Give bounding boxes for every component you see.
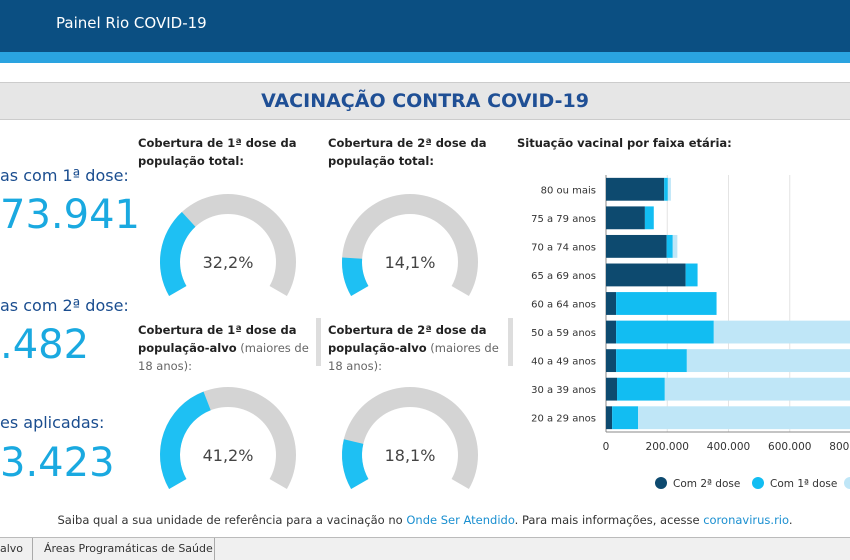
bars	[606, 177, 850, 430]
gauge-track	[341, 193, 478, 296]
header-stripe	[0, 52, 850, 63]
gauge-subtitle: (maiores de 18 anos):	[138, 341, 309, 373]
charts: 32,2% 14,1% 41,2% 18,1% 0 200.000 400.000 600.0…	[160, 175, 850, 490]
tab-divider	[214, 538, 215, 560]
bar-segment	[672, 234, 678, 258]
legend-swatch	[844, 477, 850, 489]
y-tick-label: 30 a 39 anos	[531, 385, 596, 396]
legend-label: Com 2ª dose	[673, 478, 740, 490]
bar-segment	[664, 377, 850, 401]
footer-link[interactable]: coronavirus.rio	[703, 513, 789, 527]
legend-swatch	[752, 477, 764, 489]
bar-segment	[685, 263, 698, 287]
bar-segment	[606, 206, 645, 230]
bar-segment	[606, 349, 617, 373]
bar-segment	[606, 234, 667, 258]
bar-segment	[606, 292, 617, 315]
tab[interactable]: alvo	[0, 542, 24, 555]
kpi-label: es aplicadas:	[0, 413, 105, 432]
bar-segment	[664, 177, 668, 201]
x-tick-label: 0	[603, 441, 610, 453]
bar-segment	[606, 406, 613, 430]
y-tick-label: 80 ou mais	[541, 185, 596, 196]
tab-bar: alvo Áreas Programáticas de Saúde	[0, 537, 850, 560]
gauge-title-text: Cobertura de 2ª dose da população-alvo	[328, 323, 487, 355]
header-title: Painel Rio COVID-19	[56, 14, 207, 32]
gauge-title: Cobertura de 1ª dose da população total:	[138, 134, 313, 170]
bar-segment	[616, 292, 717, 315]
tab-divider	[32, 538, 33, 560]
x-tick-label: 800.000	[829, 441, 850, 453]
footer-text: .	[788, 513, 793, 527]
gauge-fill	[342, 257, 369, 296]
bar-segment	[644, 206, 654, 230]
chart-title: Situação vacinal por faixa etária:	[517, 134, 817, 152]
gauge-value: 32,2%	[203, 253, 254, 272]
bar-segment	[666, 234, 673, 258]
scrollbar	[316, 318, 321, 366]
kpi-label: as com 2ª dose:	[0, 296, 129, 315]
gauge-title-text: Cobertura de 2ª dose da população total:	[328, 136, 487, 168]
footer-link[interactable]: Onde Ser Atendido	[406, 513, 515, 527]
bar-segment	[606, 320, 617, 344]
kpi-value: 73.941	[0, 192, 140, 238]
gauge-fill	[342, 439, 369, 489]
gauge-fill	[160, 212, 196, 296]
gauge-track	[341, 387, 478, 489]
y-tick-label: 75 a 79 anos	[531, 214, 596, 225]
bar-segment	[616, 349, 687, 373]
gauge-track	[160, 194, 296, 296]
bar-segment	[686, 349, 850, 373]
gauge-value: 41,2%	[203, 446, 254, 465]
y-tick-label: 70 a 74 anos	[531, 242, 596, 253]
bar-segment	[617, 377, 665, 401]
bar-segment	[616, 320, 714, 344]
kpi-label: as com 1ª dose:	[0, 166, 129, 185]
gauge-value: 18,1%	[385, 446, 436, 465]
footer: Saiba qual a sua unidade de referência p…	[0, 513, 850, 527]
gauge-title: Cobertura de 1ª dose da população-alvo (…	[138, 321, 313, 375]
gauge-fill	[160, 391, 211, 489]
gauge-title: Cobertura de 2ª dose da população total:	[328, 134, 503, 170]
gauge-value: 14,1%	[385, 253, 436, 272]
footer-text: Saiba qual a sua unidade de referência p…	[57, 513, 407, 527]
bar-segment	[713, 320, 850, 344]
y-tick-label: 65 a 69 anos	[531, 271, 596, 282]
gauge-subtitle: (maiores de 18 anos):	[328, 341, 499, 373]
gauge-title-text: Cobertura de 1ª dose da população-alvo	[138, 323, 297, 355]
legend-swatch	[655, 477, 667, 489]
banner-title: VACINAÇÃO CONTRA COVID-19	[261, 90, 589, 112]
footer-text: . Para mais informações, acesse	[514, 513, 704, 527]
gauge-title-text: Cobertura de 1ª dose da população total:	[138, 136, 297, 168]
x-tick-label: 600.000	[768, 441, 811, 453]
y-tick-label: 60 a 64 anos	[531, 300, 596, 311]
kpi-value: .482	[0, 322, 90, 368]
y-tick-label: 40 a 49 anos	[531, 357, 596, 368]
legend-label: Com 1ª dose	[770, 478, 837, 490]
y-tick-label: 50 a 59 anos	[531, 328, 596, 339]
banner: VACINAÇÃO CONTRA COVID-19	[0, 82, 850, 120]
kpi-value: 3.423	[0, 440, 115, 486]
chart-title-text: Situação vacinal por faixa etária:	[517, 136, 732, 150]
bar-segment	[606, 177, 665, 201]
bar-segment	[612, 406, 639, 430]
x-tick-label: 200.000	[646, 441, 689, 453]
bar-segment	[606, 377, 618, 401]
y-tick-label: 20 a 29 anos	[531, 414, 596, 425]
x-tick-label: 400.000	[707, 441, 750, 453]
scrollbar	[508, 318, 513, 366]
bar-segment	[606, 263, 686, 287]
header: Painel Rio COVID-19	[0, 0, 850, 52]
bar-segment	[667, 177, 671, 201]
bar-segment	[638, 406, 850, 430]
gauge-title: Cobertura de 2ª dose da população-alvo (…	[328, 321, 503, 375]
tab[interactable]: Áreas Programáticas de Saúde	[44, 542, 213, 555]
